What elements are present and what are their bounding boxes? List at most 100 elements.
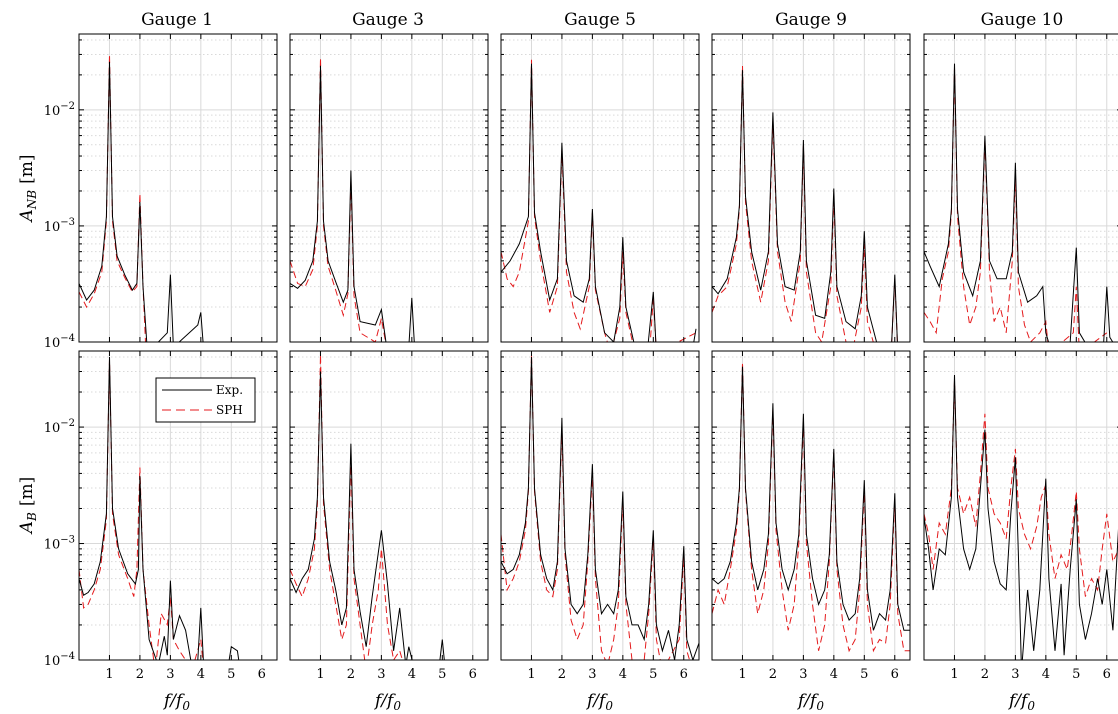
x-tick-label: 1 [738, 667, 746, 682]
legend-box [155, 377, 256, 423]
panel-g3-nb [289, 33, 489, 343]
axes-frame [78, 350, 278, 661]
x-tick-label: 2 [347, 667, 355, 682]
ylabel-bottom: AB [m] [17, 477, 39, 536]
x-tick-label: 1 [105, 667, 113, 682]
axes-frame [711, 33, 911, 343]
series-exp-line [924, 63, 1114, 342]
series [712, 65, 898, 342]
gauge-title-3: Gauge 3 [352, 10, 424, 30]
x-tick-label: 5 [860, 667, 868, 682]
axes-frame [289, 350, 489, 661]
grid [501, 351, 699, 661]
x-tick-label: 4 [830, 667, 838, 682]
axes-frame [78, 33, 278, 343]
x-tick-label: 5 [1072, 667, 1080, 682]
panel-g10-b: 1 2 3 4 5 6 [923, 350, 1118, 682]
series [924, 63, 1114, 342]
series-exp-line [290, 65, 415, 342]
axes-frame [289, 33, 489, 343]
series-exp-line [79, 61, 204, 342]
panel-g9-b: 1 2 3 4 5 6 [711, 350, 911, 682]
panel-g3-b: 1 2 3 4 5 6 [289, 350, 489, 682]
grid [290, 351, 488, 661]
series [501, 59, 697, 342]
series-sph-line [924, 67, 1108, 342]
x-tick-label: 6 [680, 667, 688, 682]
panel-g10-nb [923, 33, 1118, 343]
series-exp-line [501, 63, 697, 342]
x-tick-label: 4 [1042, 667, 1050, 682]
series [501, 354, 699, 660]
series-exp-line [501, 356, 699, 660]
y-tick-label: 10−4 [44, 651, 75, 669]
x-tick-label: 3 [377, 667, 385, 682]
x-tick-label: 3 [588, 667, 596, 682]
x-tick-label: 6 [258, 667, 266, 682]
panel-g9-nb [711, 33, 911, 343]
x-tick-label: 3 [799, 667, 807, 682]
legend-sph-label: SPH [216, 403, 243, 417]
panel-g1-nb: 10−4 10−3 10−2 [44, 33, 278, 351]
x-tick-label: 5 [438, 667, 446, 682]
x-tick-label: 6 [1103, 667, 1111, 682]
x-tick-label: 2 [136, 667, 144, 682]
grid [924, 351, 1118, 661]
x-tick-label: 1 [316, 667, 324, 682]
xlabel-col-5: f/f0 [585, 691, 613, 713]
legend: Exp. SPH [155, 377, 256, 423]
series-exp-line [79, 356, 240, 660]
series-sph-line [712, 362, 910, 653]
y-tick-label: 10−2 [44, 418, 75, 436]
xlabel-col-10: f/f0 [1007, 691, 1035, 713]
ylabel-bottom-main: A [17, 521, 37, 535]
gauge-title-1: Gauge 1 [141, 10, 213, 30]
xlabel-col-9: f/f0 [796, 691, 824, 713]
axes-frame [500, 33, 700, 343]
ylabel-top-main: A [17, 209, 37, 223]
grid [290, 34, 488, 343]
x-tick-label: 6 [891, 667, 899, 682]
series [79, 54, 204, 342]
x-tick-label: 1 [950, 667, 958, 682]
series-exp-line [712, 366, 910, 631]
gauge-title-10: Gauge 10 [981, 10, 1064, 30]
svg-text:AB[m]: AB [m] [17, 477, 39, 536]
series-sph-line [79, 359, 204, 660]
series [290, 354, 445, 660]
series-exp-line [712, 70, 898, 342]
xlabel-col-1: f/f0 [162, 691, 190, 713]
series-sph-line [501, 354, 691, 660]
axes-frame [923, 33, 1118, 343]
gauge-title-9: Gauge 9 [775, 10, 847, 30]
x-tick-label: 4 [619, 667, 627, 682]
gauge-title-5: Gauge 5 [564, 10, 636, 30]
y-tick-label: 10−2 [44, 101, 75, 119]
x-tick-label: 6 [469, 667, 477, 682]
series [79, 356, 240, 660]
grid [712, 34, 910, 343]
series-sph-line [924, 380, 1118, 597]
x-tick-label: 2 [769, 667, 777, 682]
axes-frame [711, 350, 911, 661]
x-tick-label: 1 [527, 667, 535, 682]
panel-g5-b: 1 2 3 4 5 6 [500, 350, 700, 682]
y-tick-label: 10−4 [44, 333, 75, 351]
ylabel-bottom-sub: B [25, 512, 39, 522]
x-tick-label: 4 [408, 667, 416, 682]
x-tick-label: 5 [649, 667, 657, 682]
grid [501, 34, 699, 343]
xlabel-col-3: f/f0 [373, 691, 401, 713]
ylabel-bottom-unit: [m] [17, 477, 37, 506]
series-sph-line [290, 57, 387, 342]
y-tick-label: 10−3 [44, 217, 75, 235]
panels: 10−4 10−3 10−2 1 2 3 4 5 6 10−4 10−3 10−2 1 2 3 4 5 6 1 2 3 4… [44, 33, 1118, 682]
series [712, 362, 910, 653]
axes-frame [500, 350, 700, 661]
grid [79, 34, 277, 343]
axes-frame [923, 350, 1118, 661]
xlabels: f/f0 f/f0 f/f0 f/f0 f/f0 [162, 691, 1035, 713]
y-tick-label: 10−3 [44, 535, 75, 553]
series-exp-line [290, 371, 445, 660]
